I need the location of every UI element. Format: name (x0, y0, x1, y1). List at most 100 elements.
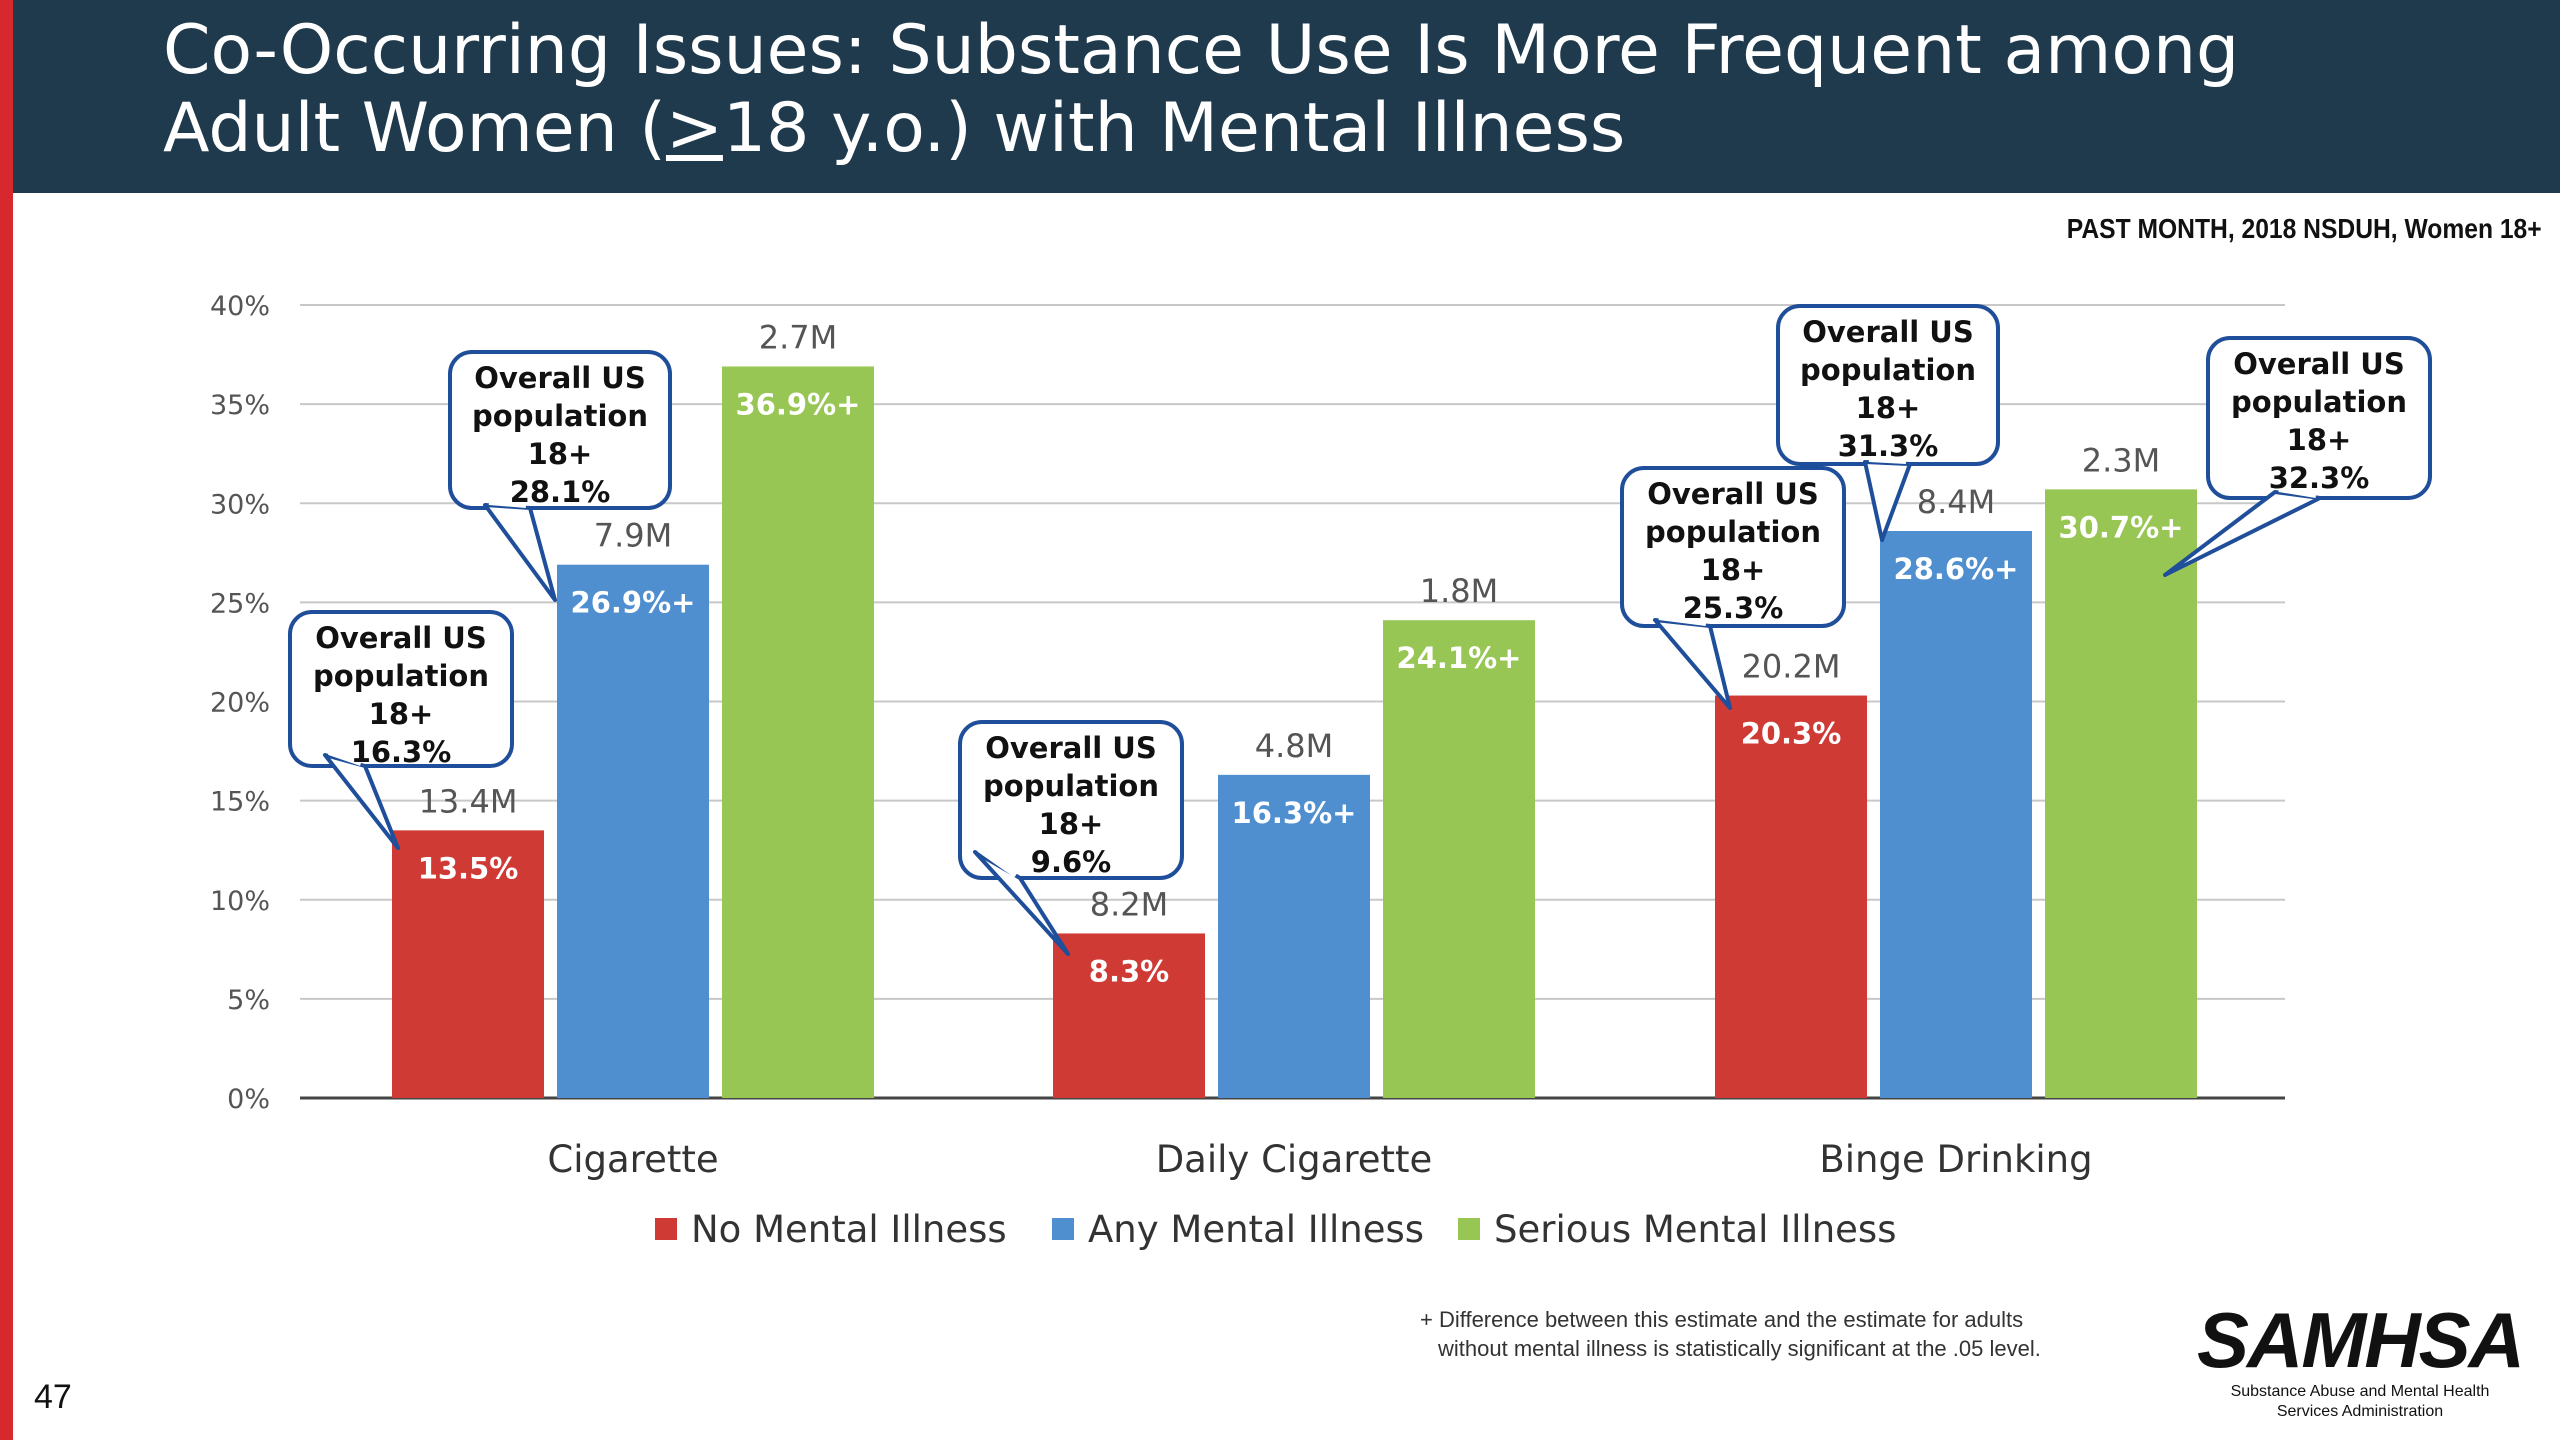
y-tick-label: 5% (227, 985, 270, 1016)
overall-us-callout: Overall US population 18+ 25.3% (1620, 466, 1846, 710)
footnote-line-1: + Difference between this estimate and t… (1420, 1307, 2024, 1332)
bar-count-label: 8.4M (1917, 483, 1996, 521)
slide-title: Co-Occurring Issues: Substance Use Is Mo… (163, 12, 2463, 168)
callout-text-line: 18+ (1039, 807, 1104, 841)
legend-swatch (655, 1218, 677, 1240)
bar-serious-mental-illness (722, 366, 874, 1098)
page-number: 47 (34, 1378, 72, 1416)
labels-layer: 13.5% 13.4M 8.3% 8.2M 20.3% 20.2M 26.9%+ 7.9M 16… (418, 318, 2184, 1181)
callout-pointer (1653, 618, 1732, 710)
bar-count-label: 2.3M (2082, 441, 2161, 479)
bar-no-mental-illness (1715, 695, 1867, 1098)
overall-us-callout: Overall US population 18+ 32.3% (2163, 336, 2432, 577)
y-tick-label: 10% (210, 886, 270, 917)
callout-text-line: population (472, 399, 648, 433)
y-tick-label: 30% (210, 489, 270, 520)
bar-count-label: 2.7M (759, 318, 838, 356)
y-tick-label: 0% (227, 1084, 270, 1115)
bar-value-label: 16.3%+ (1232, 796, 1357, 830)
y-tick-label: 35% (210, 390, 270, 421)
x-category-label: Binge Drinking (1819, 1138, 2092, 1181)
callout-seam (1658, 614, 1707, 626)
callout-bubble (1620, 466, 1846, 628)
callout-seam (977, 846, 1018, 878)
overall-us-callout: Overall US population 18+ 9.6% (958, 720, 1184, 956)
bar-any-mental-illness (557, 564, 709, 1098)
bar-count-label: 1.8M (1420, 572, 1499, 610)
legend-item: Any Mental Illness (1052, 1208, 1424, 1251)
bar-no-mental-illness (1053, 933, 1205, 1098)
title-line-2: Adult Women (>18 y.o.) with Mental Illne… (163, 90, 2463, 168)
legend-item: Serious Mental Illness (1458, 1208, 1896, 1251)
callout-bubble (958, 720, 1184, 880)
y-tick-label: 25% (210, 588, 270, 619)
legend-label: No Mental Illness (691, 1208, 1007, 1251)
callout-layer: Overall US population 18+ 16.3% Overall US po… (288, 304, 2432, 956)
legend-label: Any Mental Illness (1088, 1208, 1424, 1251)
callout-seam (1868, 456, 1907, 464)
callout-text-line: 16.3% (351, 735, 452, 769)
callout-pointer (1863, 460, 1912, 542)
bar-value-label: 13.5% (418, 851, 519, 885)
y-tick-label: 20% (210, 688, 270, 719)
callout-bubble (288, 610, 514, 768)
bar-any-mental-illness (1880, 531, 2032, 1098)
bar-value-label: 24.1%+ (1397, 641, 1522, 675)
callout-text-line: 18+ (528, 437, 593, 471)
callout-text-line: population (983, 769, 1159, 803)
callout-seam (488, 499, 527, 508)
callout-text-line: 18+ (1856, 391, 1921, 425)
x-category-label: Cigarette (547, 1138, 718, 1181)
footnote-line-2: without mental illness is statistically … (1438, 1336, 2041, 1361)
callout-text-line: Overall US (1647, 477, 1819, 511)
callout-text-line: Overall US (985, 731, 1157, 765)
chart-subtitle: PAST MONTH, 2018 NSDUH, Women 18+ (2067, 213, 2542, 244)
legend-layer: No Mental Illness Any Mental Illness Serio… (655, 1208, 1896, 1251)
callout-text-line: Overall US (2233, 347, 2405, 381)
callout-seam (2278, 486, 2317, 498)
callout-text-line: 9.6% (1031, 845, 1111, 879)
legend-label: Serious Mental Illness (1494, 1208, 1896, 1251)
overall-us-callout: Overall US population 18+ 16.3% (288, 610, 514, 850)
bar-serious-mental-illness (1383, 620, 1535, 1098)
logo-subtext: Substance Abuse and Mental Health Servic… (2230, 1383, 2490, 1420)
bar-value-label: 26.9%+ (571, 586, 696, 620)
callout-text-line: population (313, 659, 489, 693)
callout-pointer (483, 503, 557, 602)
samhsa-logo: SAMHSA Substance Abuse and Mental Health… (2195, 1300, 2525, 1422)
callout-text-line: 32.3% (2269, 461, 2370, 495)
callout-text-line: population (1800, 353, 1976, 387)
callout-text-line: Overall US (315, 621, 487, 655)
x-category-label: Daily Cigarette (1156, 1138, 1433, 1181)
bar-serious-mental-illness (2045, 489, 2197, 1098)
bar-count-label: 4.8M (1255, 727, 1334, 765)
bar-count-label: 13.4M (419, 782, 518, 820)
bar-value-label: 30.7%+ (2059, 510, 2184, 544)
overall-us-callout: Overall US population 18+ 28.1% (448, 350, 672, 602)
bar-count-label: 8.2M (1090, 885, 1169, 923)
y-tick-label: 40% (210, 291, 270, 322)
bar-count-label: 7.9M (594, 517, 673, 555)
title-line-2-prefix: Adult Women ( (163, 89, 666, 168)
legend-item: No Mental Illness (655, 1208, 1007, 1251)
bar-value-label: 8.3% (1089, 954, 1169, 988)
callout-text-line: population (1645, 515, 1821, 549)
title-line-1: Co-Occurring Issues: Substance Use Is Mo… (163, 11, 2240, 90)
legend-swatch (1458, 1218, 1480, 1240)
callout-text-line: 18+ (2287, 423, 2352, 457)
callout-seam (328, 749, 362, 766)
title-banner: Co-Occurring Issues: Substance Use Is Mo… (0, 0, 2560, 193)
bar-value-label: 36.9%+ (736, 387, 861, 421)
callout-text-line: population (2231, 385, 2407, 419)
bars-layer (392, 366, 2197, 1098)
callout-text-line: Overall US (1802, 315, 1974, 349)
callout-text-line: 18+ (1701, 553, 1766, 587)
title-line-2-suffix: 18 y.o.) with Mental Illness (722, 89, 1626, 168)
bar-no-mental-illness (392, 830, 544, 1098)
left-accent-bar (0, 0, 13, 1440)
callout-text-line: 28.1% (510, 475, 611, 509)
legend-swatch (1052, 1218, 1074, 1240)
bar-value-label: 20.3% (1741, 717, 1842, 751)
